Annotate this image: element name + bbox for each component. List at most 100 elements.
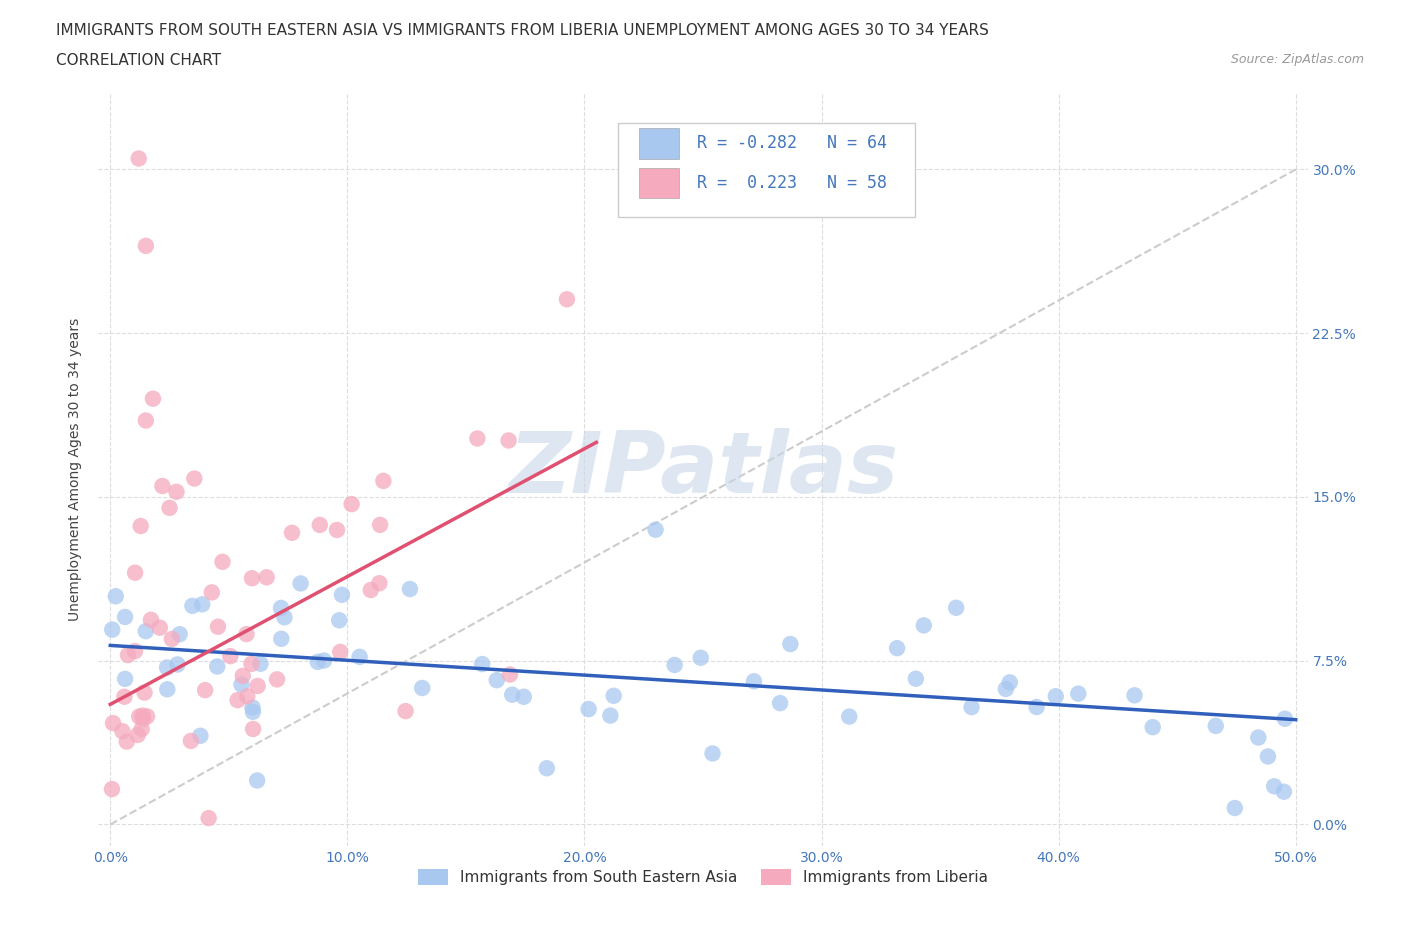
- Point: [399, 581, 422, 596]
- Point: [273, 610, 295, 625]
- Point: [330, 588, 353, 603]
- Point: [101, 781, 124, 796]
- Point: [117, 647, 139, 662]
- Point: [128, 709, 150, 724]
- Point: [312, 653, 335, 668]
- Point: [499, 667, 522, 682]
- FancyBboxPatch shape: [638, 168, 679, 198]
- Point: [1142, 720, 1164, 735]
- Legend: Immigrants from South Eastern Asia, Immigrants from Liberia: Immigrants from South Eastern Asia, Immi…: [412, 863, 994, 891]
- Point: [664, 658, 686, 672]
- Text: R = -0.282   N = 64: R = -0.282 N = 64: [697, 135, 887, 153]
- Point: [1247, 730, 1270, 745]
- Point: [226, 693, 249, 708]
- Point: [368, 517, 391, 532]
- Point: [115, 734, 138, 749]
- Point: [349, 649, 371, 664]
- Point: [124, 644, 146, 658]
- Point: [270, 631, 292, 646]
- Point: [373, 473, 395, 488]
- Point: [1067, 686, 1090, 701]
- Point: [131, 722, 153, 737]
- Point: [135, 238, 157, 253]
- Point: [394, 704, 416, 719]
- Text: CORRELATION CHART: CORRELATION CHART: [56, 53, 221, 68]
- Point: [368, 576, 391, 591]
- Point: [205, 659, 228, 674]
- Point: [1274, 711, 1296, 726]
- Point: [308, 517, 330, 532]
- Point: [644, 523, 666, 538]
- Point: [994, 682, 1017, 697]
- Point: [114, 609, 136, 624]
- Point: [128, 151, 150, 166]
- Point: [231, 677, 253, 692]
- Point: [207, 619, 229, 634]
- Point: [191, 597, 214, 612]
- Point: [139, 612, 162, 627]
- Point: [201, 585, 224, 600]
- Point: [114, 671, 136, 686]
- Point: [156, 660, 179, 675]
- Point: [240, 571, 263, 586]
- Point: [134, 685, 156, 700]
- Point: [886, 641, 908, 656]
- Point: [183, 472, 205, 486]
- Point: [242, 700, 264, 715]
- Point: [159, 500, 181, 515]
- Point: [290, 576, 312, 591]
- Point: [152, 479, 174, 494]
- Point: [166, 657, 188, 671]
- Point: [689, 650, 711, 665]
- Point: [578, 701, 600, 716]
- Point: [838, 710, 860, 724]
- Point: [307, 655, 329, 670]
- Point: [960, 699, 983, 714]
- Point: [240, 657, 263, 671]
- Point: [360, 582, 382, 597]
- Point: [124, 565, 146, 580]
- Point: [1223, 801, 1246, 816]
- Point: [112, 689, 135, 704]
- Point: [135, 413, 157, 428]
- Point: [467, 431, 489, 445]
- Point: [101, 622, 124, 637]
- Point: [256, 570, 278, 585]
- Point: [104, 589, 127, 604]
- Point: [1025, 699, 1047, 714]
- Point: [328, 613, 350, 628]
- Point: [602, 688, 624, 703]
- Point: [1257, 749, 1279, 764]
- Point: [270, 601, 292, 616]
- Point: [135, 624, 157, 639]
- Point: [101, 716, 124, 731]
- Point: [180, 734, 202, 749]
- Point: [536, 761, 558, 776]
- Point: [498, 433, 520, 448]
- Point: [281, 525, 304, 540]
- Point: [326, 523, 349, 538]
- Point: [742, 674, 765, 689]
- Text: ZIPatlas: ZIPatlas: [508, 428, 898, 512]
- Point: [132, 711, 155, 726]
- Point: [246, 679, 269, 694]
- Point: [242, 704, 264, 719]
- Point: [411, 681, 433, 696]
- Point: [160, 631, 183, 646]
- Point: [169, 627, 191, 642]
- Point: [190, 728, 212, 743]
- Point: [129, 519, 152, 534]
- Point: [236, 689, 259, 704]
- Point: [599, 708, 621, 723]
- Point: [166, 485, 188, 499]
- Text: Source: ZipAtlas.com: Source: ZipAtlas.com: [1230, 53, 1364, 66]
- Point: [1263, 778, 1285, 793]
- Point: [136, 709, 159, 724]
- Point: [340, 497, 363, 512]
- Point: [501, 687, 523, 702]
- Point: [912, 618, 935, 632]
- Point: [471, 657, 494, 671]
- Point: [266, 671, 288, 686]
- Point: [1045, 689, 1067, 704]
- Point: [945, 601, 967, 616]
